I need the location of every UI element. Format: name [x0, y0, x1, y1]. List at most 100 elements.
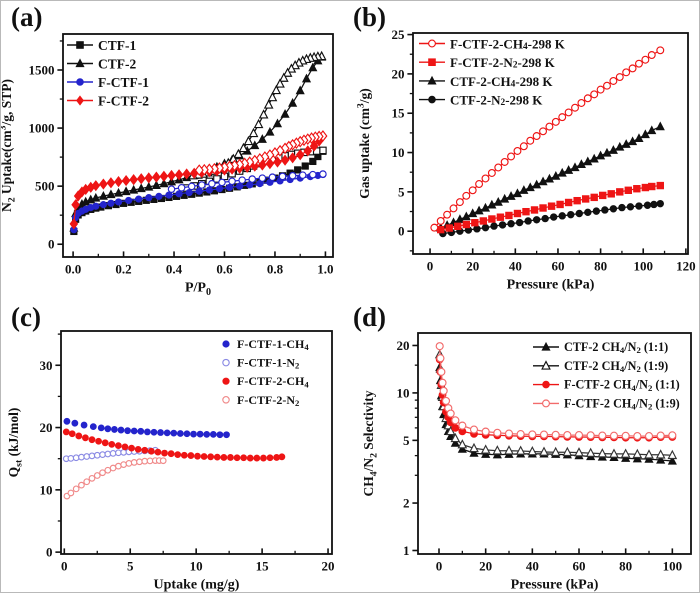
panel-label-c: (c) [11, 302, 41, 332]
x-tick-label: 100 [663, 559, 683, 574]
y-tick-label: 15 [392, 106, 406, 121]
x-tick-label: 100 [633, 259, 653, 274]
series-ctf-2-ch4-298k [436, 121, 665, 232]
legend-item: CTF-2-N2-298 K [419, 92, 543, 108]
x-axis-title: Pressure (kPa) [511, 578, 599, 593]
legend-item: F-CTF-2-N2 [222, 393, 299, 408]
legend-label: F-CTF-2-N2-298 K [450, 55, 556, 71]
series-f-ctf-1-ch4-qst [63, 417, 230, 439]
x-tick-label: 0 [436, 559, 443, 574]
x-tick-label: 80 [594, 259, 607, 274]
legend-label: F-CTF-2-CH4 [237, 374, 309, 389]
legend-label: CTF-2 [98, 56, 136, 71]
y-tick-label: 10 [397, 385, 410, 400]
panel-label-a: (a) [11, 2, 43, 32]
legend-item: F-CTF-1 [67, 75, 149, 90]
panel-label-d: (d) [353, 302, 386, 332]
legend-label: CTF-2 CH4/N2 (1:9) [564, 359, 668, 374]
axis-box [62, 33, 334, 258]
y-tick-label: 0 [46, 545, 53, 560]
y-tick-label: 10 [40, 482, 53, 497]
legend-item: F-CTF-2 CH4/N2 (1:9) [533, 396, 680, 412]
y-tick-label: 30 [40, 358, 53, 373]
x-tick-label: 40 [526, 559, 539, 574]
series-f-ctf-2-selectivity-1-9 [435, 342, 677, 441]
x-tick-label: 20 [466, 259, 479, 274]
chart-panel-a: 0.0 0.2 0.4 0.6 0.8 1.0 0 500 1000 1500 CTF-1 CTF-2… [1, 33, 334, 298]
axis-ticks [412, 344, 674, 554]
x-tick-label: 10 [190, 559, 203, 574]
y-tick-label: 1 [403, 543, 410, 558]
x-tick-label: 40 [509, 259, 522, 274]
legend-label: F-CTF-2 [98, 93, 149, 108]
x-axis-title: Uptake (mg/g) [154, 578, 240, 593]
legend-label: CTF-2-N2-298 K [450, 92, 543, 108]
x-tick-label: 0.4 [166, 262, 183, 277]
axis-box [60, 330, 333, 555]
legend-item: F-CTF-2-N2-298 K [419, 55, 556, 71]
x-tick-label: 0 [427, 259, 434, 274]
legend-label: CTF-1 [98, 38, 136, 53]
x-axis-title: Pressure (kPa) [507, 278, 595, 293]
legend-label: F-CTF-1 [98, 75, 149, 90]
legend: F-CTF-2-CH4-298 K F-CTF-2-N2-298 K CTF-2-C… [419, 36, 566, 108]
x-tick-label: 15 [256, 559, 270, 574]
y-tick-label: 0 [48, 237, 55, 252]
x-tick-label: 20 [479, 559, 492, 574]
x-tick-label: 0.2 [115, 262, 131, 277]
legend-item: F-CTF-1-N2 [222, 356, 299, 371]
y-tick-label: 1500 [29, 63, 55, 78]
x-tick-label: 0.8 [267, 262, 284, 277]
chart-panel-c: 0 5 10 15 200102030F-CTF-1-CH4F-CTF-1-N2F-CT… [6, 330, 335, 593]
series-f-ctf-2-n2-298k [437, 181, 664, 234]
x-tick-label: 0.6 [216, 262, 233, 277]
legend: CTF-1 CTF-2 F-CTF-1 F-CTF-2 [67, 38, 149, 108]
y-tick-label: 20 [397, 338, 410, 353]
legend-label: F-CTF-2-N2 [237, 393, 299, 408]
legend-item: CTF-2 CH4/N2 (1:1) [533, 340, 668, 355]
legend-item: CTF-2-CH4-298 K [419, 73, 553, 89]
x-tick-label: 60 [551, 259, 564, 274]
x-axis-title: P/P0 [185, 281, 211, 298]
x-tick-label: 1.0 [317, 262, 333, 277]
y-tick-label: 5 [398, 184, 405, 199]
series-f-ctf-2-ch4-298k [430, 46, 665, 232]
series-f-ctf-2-ch4-qst [62, 428, 286, 462]
x-tick-label: 5 [127, 559, 134, 574]
y-tick-label: 500 [35, 179, 55, 194]
series-f-ctf-2-desorption [194, 130, 328, 177]
legend-item: F-CTF-2-CH4 [222, 374, 309, 389]
x-tick-label: 0.0 [65, 262, 81, 277]
legend: F-CTF-1-CH4 F-CTF-1-N2 F-CTF-2-CH4 F-CTF-2-… [222, 337, 309, 408]
legend: CTF-2 CH4/N2 (1:1) CTF-2 CH4/N2 (1:9) F-CT… [533, 340, 680, 412]
x-tick-label: 120 [676, 259, 696, 274]
panel-label-b: (b) [353, 2, 386, 32]
legend-label: F-CTF-1-N2 [237, 356, 299, 371]
legend-label: F-CTF-2 CH4/N2 (1:9) [564, 396, 680, 411]
y-tick-label: 2 [403, 496, 410, 511]
y-tick-label: 20 [40, 420, 53, 435]
series-ctf-2-n2-298k [439, 199, 664, 238]
axis-box [417, 332, 692, 555]
legend-label: F-CTF-2 CH4/N2 (1:1) [564, 378, 680, 393]
y-axis-title: N2 Uptake(cm3/g, STP) [1, 79, 18, 212]
legend-item: CTF-1 [67, 38, 136, 53]
y-tick-label: 20 [392, 66, 405, 81]
legend-label: CTF-2-CH4-298 K [450, 73, 553, 89]
y-axis-title: Qst (kJ/mol) [6, 408, 25, 478]
legend-item: F-CTF-2 [67, 93, 149, 108]
series-f-ctf-2-n2-qst [63, 457, 167, 500]
x-tick-label: 0 [61, 559, 68, 574]
series-f-ctf-1-desorption [167, 170, 327, 193]
x-tick-label: 60 [573, 559, 586, 574]
legend-label: CTF-2 CH4/N2 (1:1) [564, 340, 668, 355]
legend-item: CTF-2 CH4/N2 (1:9) [533, 359, 668, 374]
y-tick-label: 25 [392, 27, 406, 42]
y-axis-title: Gas uptake (cm3/g) [356, 88, 372, 199]
legend-item: F-CTF-2-CH4-298 K [419, 36, 566, 52]
y-tick-label: 0 [398, 224, 405, 239]
x-tick-label: 20 [322, 559, 335, 574]
legend-item: F-CTF-2 CH4/N2 (1:1) [533, 378, 680, 393]
y-tick-label: 5 [403, 433, 410, 448]
